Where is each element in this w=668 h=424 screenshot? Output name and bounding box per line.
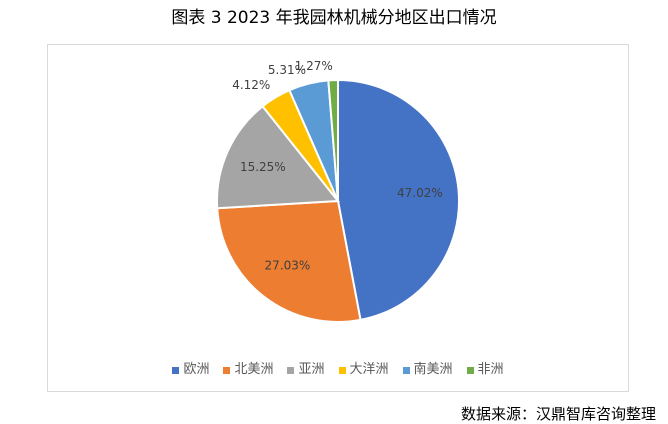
legend-item-4: 大洋洲 <box>338 361 389 379</box>
legend-swatch-6 <box>466 366 474 374</box>
legend-swatch-3 <box>287 366 295 374</box>
legend-label-4: 大洋洲 <box>349 362 389 377</box>
legend-item-2: 北美洲 <box>223 361 273 379</box>
legend-label-5: 南美洲 <box>413 362 453 377</box>
legend-label-6: 非洲 <box>477 362 504 377</box>
pie-slice-3 <box>216 104 340 210</box>
legend-label-2: 北美洲 <box>234 362 274 377</box>
chart-area: 47.02% 27.03% 15.25% 4.12% 5.31% 1.27% 欧洲 北美洲 亚… <box>47 44 629 392</box>
data-label-2: 27.03% <box>265 258 311 272</box>
legend-item-6: 非洲 <box>466 361 504 379</box>
legend-item-1: 欧洲 <box>172 361 209 379</box>
data-label-4: 4.12% <box>232 78 270 92</box>
legend-swatch-1 <box>172 366 180 374</box>
legend-item-5: 南美洲 <box>402 361 453 379</box>
data-label-6: 1.27% <box>295 59 333 73</box>
legend-swatch-4 <box>338 366 346 374</box>
data-label-1: 47.02% <box>397 186 443 200</box>
source-note: 数据来源：汉鼎智库咨询整理 <box>460 405 656 423</box>
figure-caption: 图表 3 2023 年我园林机械分地区出口情况 <box>171 8 497 28</box>
legend-swatch-2 <box>223 366 231 374</box>
legend-label-1: 欧洲 <box>183 362 210 377</box>
pie-slice-2 <box>216 199 362 323</box>
data-label-5: 5.31% <box>268 63 306 77</box>
legend-swatch-5 <box>402 366 410 374</box>
pie-slice-6 <box>327 78 339 202</box>
data-label-3: 15.25% <box>240 160 286 174</box>
legend-label-3: 亚洲 <box>298 362 325 377</box>
legend: 欧洲 北美洲 亚洲 大洋洲 南美洲 非洲 <box>48 361 628 379</box>
legend-item-3: 亚洲 <box>287 361 325 379</box>
pie-chart: 47.02% 27.03% 15.25% 4.12%5.31%1.27% <box>216 59 460 323</box>
pie-slice-1 <box>337 78 460 322</box>
